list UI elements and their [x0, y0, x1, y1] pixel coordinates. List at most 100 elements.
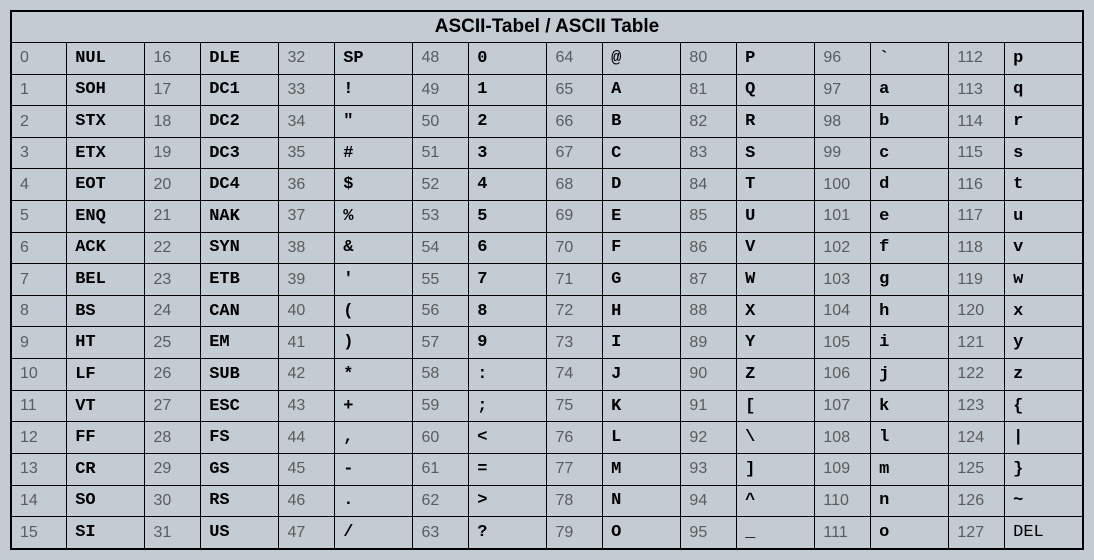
ascii-char: /: [335, 517, 413, 549]
ascii-char: d: [871, 169, 949, 201]
ascii-char: }: [1005, 453, 1083, 485]
ascii-code: 86: [681, 232, 737, 264]
ascii-char: 1: [469, 74, 547, 106]
ascii-code: 71: [547, 264, 603, 296]
ascii-char: o: [871, 517, 949, 549]
ascii-code: 44: [279, 422, 335, 454]
ascii-code: 95: [681, 517, 737, 549]
ascii-char: ?: [469, 517, 547, 549]
ascii-code: 83: [681, 137, 737, 169]
ascii-char: [: [737, 390, 815, 422]
ascii-code: 106: [815, 359, 871, 391]
ascii-code: 84: [681, 169, 737, 201]
table-row: 7BEL23ETB39'55771G87W103g119w: [11, 264, 1083, 296]
ascii-char: {: [1005, 390, 1083, 422]
ascii-char: -: [335, 453, 413, 485]
ascii-code: 105: [815, 327, 871, 359]
ascii-char: f: [871, 232, 949, 264]
ascii-code: 93: [681, 453, 737, 485]
ascii-char: BEL: [67, 264, 145, 296]
ascii-char: =: [469, 453, 547, 485]
ascii-char: j: [871, 359, 949, 391]
table-row: 3ETX19DC335#51367C83S99c115s: [11, 137, 1083, 169]
ascii-code: 123: [949, 390, 1005, 422]
ascii-code: 90: [681, 359, 737, 391]
ascii-code: 73: [547, 327, 603, 359]
ascii-code: 121: [949, 327, 1005, 359]
ascii-code: 17: [145, 74, 201, 106]
ascii-char: i: [871, 327, 949, 359]
ascii-char: DC4: [201, 169, 279, 201]
ascii-char: a: [871, 74, 949, 106]
ascii-code: 35: [279, 137, 335, 169]
ascii-code: 5: [11, 201, 67, 233]
ascii-char: SO: [67, 485, 145, 517]
ascii-code: 87: [681, 264, 737, 296]
ascii-code: 72: [547, 295, 603, 327]
ascii-code: 110: [815, 485, 871, 517]
ascii-code: 80: [681, 43, 737, 75]
ascii-char: s: [1005, 137, 1083, 169]
ascii-char: DLE: [201, 43, 279, 75]
ascii-char: L: [603, 422, 681, 454]
ascii-char: CR: [67, 453, 145, 485]
ascii-code: 15: [11, 517, 67, 549]
ascii-code: 10: [11, 359, 67, 391]
ascii-code: 6: [11, 232, 67, 264]
ascii-code: 33: [279, 74, 335, 106]
ascii-char: \: [737, 422, 815, 454]
ascii-char: O: [603, 517, 681, 549]
ascii-char: US: [201, 517, 279, 549]
ascii-code: 116: [949, 169, 1005, 201]
ascii-char: r: [1005, 106, 1083, 138]
ascii-char: DC3: [201, 137, 279, 169]
ascii-char: k: [871, 390, 949, 422]
ascii-code: 29: [145, 453, 201, 485]
table-row: 9HT25EM41)57973I89Y105i121y: [11, 327, 1083, 359]
ascii-char: 4: [469, 169, 547, 201]
table-row: 12FF28FS44,60<76L92\108l124|: [11, 422, 1083, 454]
ascii-code: 103: [815, 264, 871, 296]
ascii-code: 26: [145, 359, 201, 391]
ascii-char: m: [871, 453, 949, 485]
ascii-char: CAN: [201, 295, 279, 327]
ascii-char: t: [1005, 169, 1083, 201]
ascii-code: 85: [681, 201, 737, 233]
table-row: 0NUL16DLE32SP48064@80P96`112p: [11, 43, 1083, 75]
ascii-char: DC1: [201, 74, 279, 106]
ascii-char: S: [737, 137, 815, 169]
ascii-code: 27: [145, 390, 201, 422]
ascii-char: 5: [469, 201, 547, 233]
ascii-table: ASCII-Tabel / ASCII Table 0NUL16DLE32SP4…: [10, 10, 1084, 550]
ascii-code: 126: [949, 485, 1005, 517]
ascii-code: 69: [547, 201, 603, 233]
ascii-char: E: [603, 201, 681, 233]
ascii-char: v: [1005, 232, 1083, 264]
table-row: 14SO30RS46.62>78N94^110n126~: [11, 485, 1083, 517]
ascii-code: 125: [949, 453, 1005, 485]
ascii-char: p: [1005, 43, 1083, 75]
ascii-char: DC2: [201, 106, 279, 138]
ascii-char: 3: [469, 137, 547, 169]
ascii-char: A: [603, 74, 681, 106]
ascii-code: 40: [279, 295, 335, 327]
ascii-code: 22: [145, 232, 201, 264]
ascii-char: NUL: [67, 43, 145, 75]
ascii-char: K: [603, 390, 681, 422]
ascii-code: 76: [547, 422, 603, 454]
ascii-code: 16: [145, 43, 201, 75]
ascii-char: R: [737, 106, 815, 138]
ascii-char: l: [871, 422, 949, 454]
ascii-char: SUB: [201, 359, 279, 391]
ascii-code: 70: [547, 232, 603, 264]
ascii-char: ]: [737, 453, 815, 485]
ascii-char: #: [335, 137, 413, 169]
ascii-char: NAK: [201, 201, 279, 233]
ascii-code: 53: [413, 201, 469, 233]
ascii-char: J: [603, 359, 681, 391]
ascii-code: 97: [815, 74, 871, 106]
ascii-code: 21: [145, 201, 201, 233]
ascii-code: 113: [949, 74, 1005, 106]
ascii-code: 43: [279, 390, 335, 422]
ascii-code: 67: [547, 137, 603, 169]
